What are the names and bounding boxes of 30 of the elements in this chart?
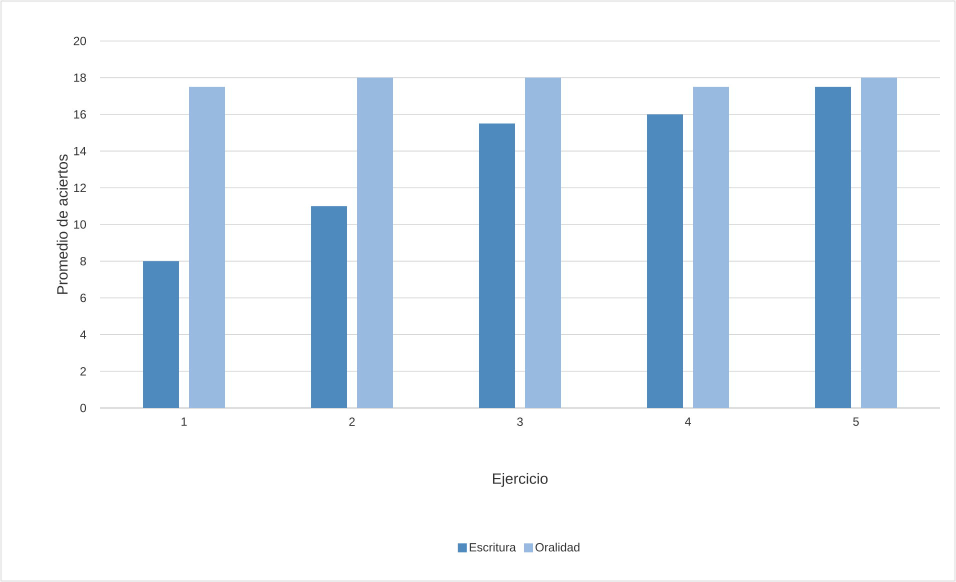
bar	[357, 78, 394, 408]
x-tick-label: 2	[349, 418, 355, 426]
bar	[861, 78, 898, 408]
bar	[311, 206, 348, 408]
x-tick-label: 5	[853, 418, 859, 426]
bar	[647, 114, 684, 408]
bar	[189, 86, 226, 408]
bar	[815, 86, 852, 408]
legend-label: Oralidad	[536, 542, 580, 552]
bar	[525, 78, 562, 408]
x-tick-label: 4	[684, 418, 691, 426]
y-tick-label: 8	[80, 256, 86, 266]
y-tick-label: 2	[80, 367, 86, 376]
y-tick-label: 14	[74, 146, 86, 156]
y-tick-label: 4	[80, 330, 86, 339]
y-tick-label: 6	[80, 294, 86, 302]
bar	[143, 261, 180, 408]
x-tick-label: 3	[517, 418, 523, 426]
y-tick-label: 16	[74, 110, 86, 119]
y-axis-title: Promedio de aciertos	[56, 154, 68, 294]
y-tick-label: 20	[74, 36, 86, 46]
bar	[479, 124, 516, 408]
bar	[693, 86, 730, 408]
legend-label: Escritura	[470, 542, 516, 552]
y-tick-label: 0	[80, 404, 86, 412]
y-tick-label: 10	[74, 220, 86, 229]
y-tick-label: 12	[74, 184, 86, 192]
x-axis-title: Ejercicio	[492, 472, 548, 487]
x-tick-label: 1	[182, 418, 187, 426]
y-tick-label: 18	[74, 73, 86, 82]
